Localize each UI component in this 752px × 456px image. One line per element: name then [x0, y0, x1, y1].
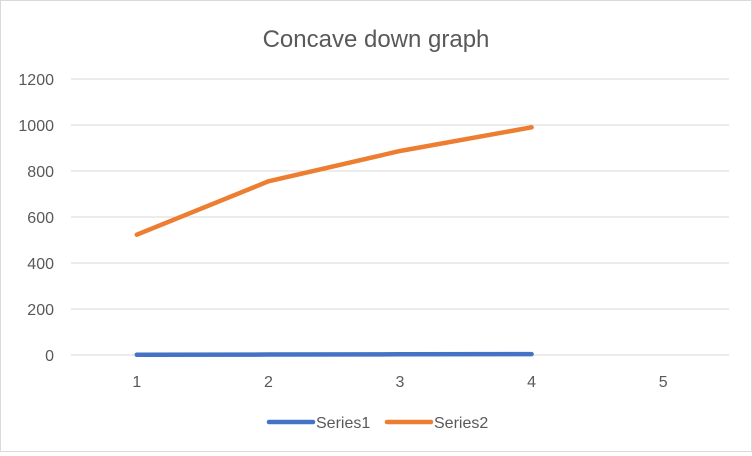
y-axis-ticks: 0 200 400 600 800 1000 1200 — [18, 72, 54, 365]
y-tick-label: 1000 — [18, 118, 54, 135]
legend-label: Series2 — [434, 415, 488, 432]
y-tick-label: 600 — [27, 210, 54, 227]
x-axis-ticks: 1 2 3 4 5 — [132, 374, 667, 391]
y-tick-label: 200 — [27, 302, 54, 319]
series-line-1 — [137, 354, 532, 355]
series-lines — [137, 127, 532, 355]
y-tick-label: 400 — [27, 256, 54, 273]
y-tick-label: 800 — [27, 164, 54, 181]
x-tick-label: 4 — [527, 374, 536, 391]
x-tick-label: 5 — [659, 374, 668, 391]
x-tick-label: 2 — [264, 374, 273, 391]
legend: Series1 Series2 — [269, 415, 488, 432]
chart-title: Concave down graph — [263, 26, 490, 53]
x-tick-label: 3 — [396, 374, 405, 391]
y-tick-label: 1200 — [18, 72, 54, 89]
series-line-2 — [137, 127, 532, 234]
legend-label: Series1 — [316, 415, 370, 432]
x-tick-label: 1 — [132, 374, 141, 391]
gridlines — [71, 79, 729, 355]
y-tick-label: 0 — [45, 348, 54, 365]
